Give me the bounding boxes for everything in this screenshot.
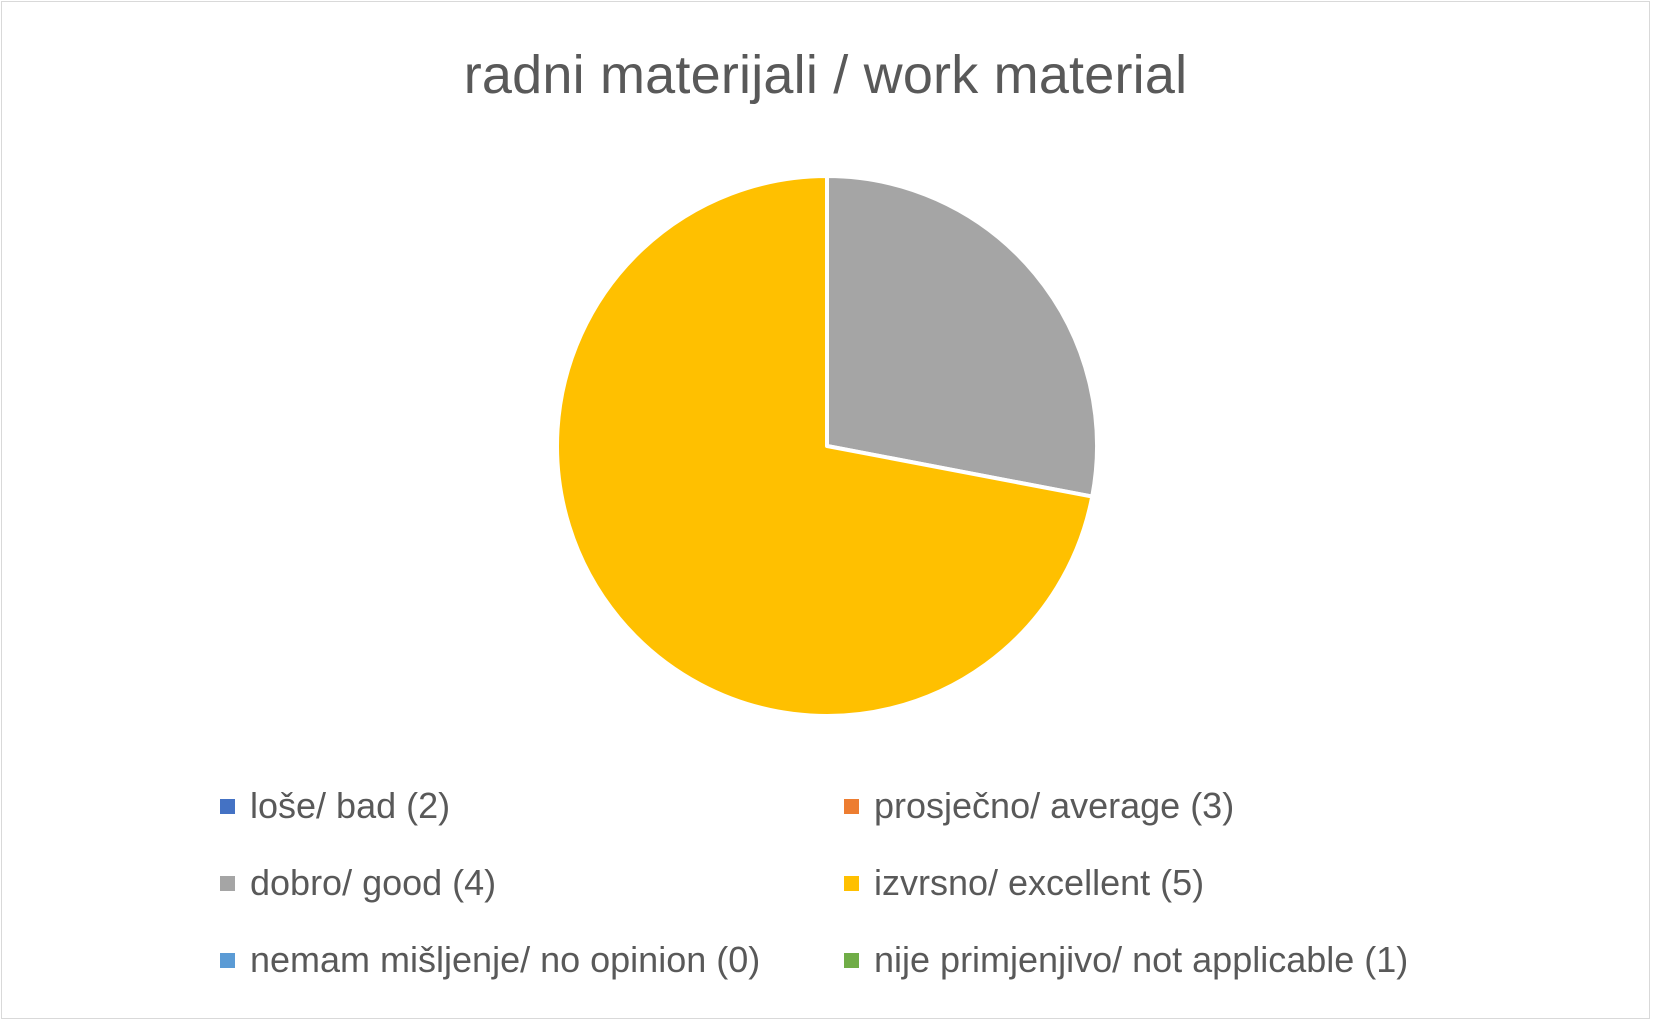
pie-slice-2 bbox=[825, 174, 1099, 499]
chart-title: radni materijali / work material bbox=[463, 45, 1188, 105]
pie-slice-3 bbox=[555, 174, 1095, 718]
